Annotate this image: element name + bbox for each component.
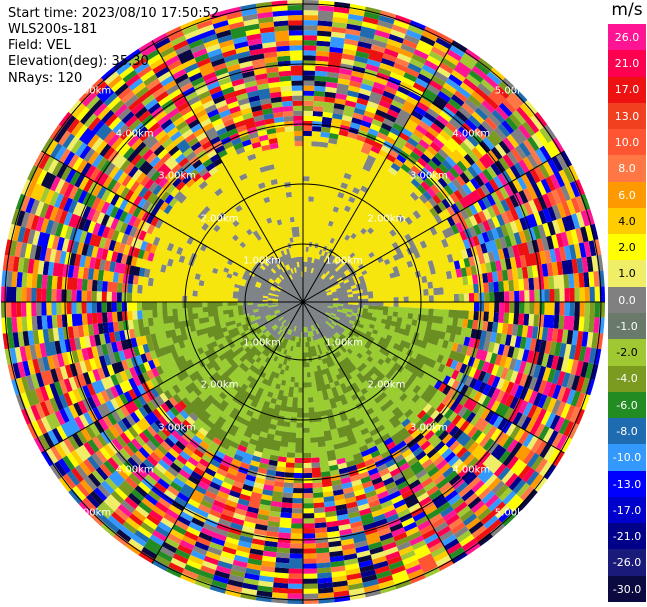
- range-label-1-0: 1.00km: [325, 255, 363, 267]
- azimuth-line: [151, 40, 304, 303]
- colorbar-tick-12: -2.0: [608, 339, 646, 367]
- azimuth-line: [302, 40, 455, 303]
- range-label-4-2: 4.00km: [115, 464, 154, 476]
- range-label-5-1: 5.00km: [494, 507, 533, 519]
- colorbar-tick-11: -1.0: [608, 313, 646, 340]
- range-label-5-0: 5.00km: [494, 85, 533, 97]
- colorbar-tick-4: 10.0: [608, 129, 646, 156]
- azimuth-line: [302, 150, 565, 303]
- gate-group: [6, 4, 600, 593]
- gate-group: [11, 0, 585, 584]
- colorbar-tick-6: 6.0: [608, 181, 646, 209]
- site-label: WLS200s-181: [8, 22, 98, 37]
- gate-group: [16, 1, 594, 598]
- colorbar-tick-14: -6.0: [608, 391, 646, 419]
- range-label-2-0: 2.00km: [367, 213, 406, 225]
- range-label-1-1: 1.00km: [325, 337, 363, 349]
- range-label-2-1: 2.00km: [367, 379, 406, 391]
- nrays-label: NRays: 120: [8, 71, 83, 86]
- range-label-3-3: 3.00km: [158, 170, 197, 182]
- ppi-plot: [0, 0, 606, 605]
- gate-group: [1, 0, 600, 594]
- field-label: Field: VEL: [8, 38, 71, 53]
- range-label-2-2: 2.00km: [200, 379, 239, 391]
- range-label-5-2: 5.00km: [73, 507, 112, 519]
- gate-group: [132, 302, 473, 473]
- range-label-2-3: 2.00km: [200, 213, 239, 225]
- colorbar-tick-19: -21.0: [608, 523, 646, 550]
- azimuth-line: [302, 301, 455, 564]
- range-label-5-3: 5.00km: [73, 85, 112, 97]
- range-label-3-0: 3.00km: [409, 170, 448, 182]
- range-label-1-3: 1.00km: [243, 255, 281, 267]
- elevation-label: Elevation(deg): 35.30: [8, 54, 149, 69]
- range-label-3-2: 3.00km: [158, 422, 197, 434]
- colorbar-tick-17: -13.0: [608, 470, 646, 498]
- gate-group: [1, 8, 605, 589]
- range-label-4-1: 4.00km: [452, 464, 491, 476]
- gate-group: [11, 6, 590, 599]
- colorbar-unit: m/s: [611, 0, 643, 20]
- colorbar-tick-20: -26.0: [608, 549, 646, 577]
- azimuth-line: [151, 301, 304, 564]
- colorbar-tick-7: 4.0: [608, 207, 646, 235]
- colorbar-tick-8: 2.0: [608, 234, 646, 261]
- start-time-label: Start time: 2023/08/10 17:50:52: [8, 6, 220, 21]
- range-label-1-2: 1.00km: [243, 337, 281, 349]
- gate-group: [137, 141, 460, 341]
- colorbar-tick-0: 26.0: [608, 24, 646, 51]
- range-label-3-1: 3.00km: [409, 422, 448, 434]
- azimuth-line: [302, 301, 565, 454]
- colorbar-tick-21: -30.0: [608, 575, 646, 603]
- azimuth-line: [41, 150, 304, 303]
- colorbar-tick-2: 17.0: [608, 76, 646, 104]
- range-label-4-0: 4.00km: [452, 128, 491, 140]
- colorbar-tick-3: 13.0: [608, 102, 646, 130]
- range-label-4-3: 4.00km: [115, 128, 154, 140]
- colorbar-tick-1: 21.0: [608, 50, 646, 78]
- colorbar: 26.0 21.0 17.0 13.0 10.0 8.0 6.0 4.0 2.0 1.0 0.0 -1…: [608, 24, 646, 603]
- colorbar-tick-18: -17.0: [608, 496, 646, 524]
- colorbar-tick-10: 0.0: [608, 286, 646, 314]
- colorbar-tick-13: -4.0: [608, 365, 646, 393]
- colorbar-tick-16: -10.0: [608, 444, 646, 472]
- azimuth-line: [41, 301, 304, 454]
- colorbar-tick-9: 1.0: [608, 260, 646, 288]
- colorbar-tick-15: -8.0: [608, 418, 646, 445]
- colorbar-tick-5: 8.0: [608, 155, 646, 183]
